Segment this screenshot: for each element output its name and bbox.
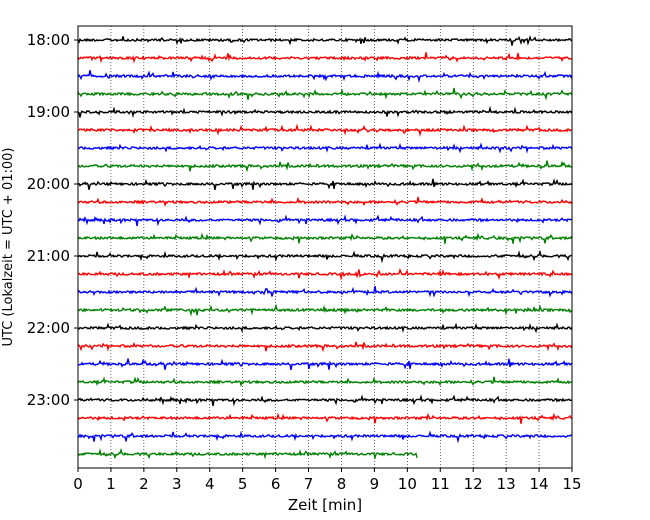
trace-1930 <box>77 142 573 154</box>
trace-1900 <box>77 105 573 118</box>
x-tick-label-4: 4 <box>205 475 215 493</box>
trace-2245 <box>77 376 573 388</box>
trace-2215 <box>78 341 573 353</box>
x-tick-label-15: 15 <box>562 475 581 493</box>
trace-2200 <box>77 322 573 334</box>
y-axis-ticks: 18:00 19:00 20:00 21:00 22:00 23:00 <box>27 31 78 409</box>
y-tick-label-0: 18:00 <box>27 31 70 49</box>
x-tick-label-2: 2 <box>139 475 149 493</box>
x-axis-label: Zeit [min] <box>288 496 362 514</box>
x-tick-label-10: 10 <box>398 475 417 493</box>
trace-group <box>77 34 573 460</box>
y-tick-label-2: 20:00 <box>27 175 70 193</box>
trace-1845 <box>77 87 573 101</box>
trace-2000 <box>77 178 573 191</box>
x-tick-label-5: 5 <box>238 475 248 493</box>
x-tick-label-9: 9 <box>370 475 380 493</box>
x-tick-label-0: 0 <box>73 475 83 493</box>
y-tick-label-5: 23:00 <box>27 391 70 409</box>
x-tick-label-7: 7 <box>304 475 314 493</box>
y-axis-label: UTC (Lokalzeit = UTC + 01:00) <box>1 148 16 347</box>
trace-2045 <box>77 232 573 244</box>
x-tick-label-8: 8 <box>337 475 347 493</box>
trace-2015 <box>77 196 573 208</box>
trace-1815 <box>77 52 573 64</box>
trace-1800 <box>77 34 573 46</box>
trace-2330 <box>77 430 572 444</box>
plot-frame <box>77 25 573 469</box>
x-tick-label-1: 1 <box>106 475 116 493</box>
trace-1915 <box>77 123 572 138</box>
trace-1945 <box>77 160 573 173</box>
trace-2100 <box>77 249 573 264</box>
trace-2315 <box>77 412 573 424</box>
x-tick-label-3: 3 <box>172 475 182 493</box>
trace-2145 <box>77 303 573 317</box>
y-tick-label-1: 19:00 <box>27 103 70 121</box>
trace-2030 <box>77 214 573 227</box>
trace-2345 <box>77 447 418 460</box>
x-tick-label-11: 11 <box>431 475 450 493</box>
y-tick-label-4: 22:00 <box>27 319 70 337</box>
trace-1830 <box>77 70 573 84</box>
x-tick-label-12: 12 <box>464 475 483 493</box>
x-axis-ticks: 0 1 2 3 4 5 6 7 8 9 10 11 12 13 14 15 <box>73 468 582 493</box>
x-tick-label-14: 14 <box>530 475 549 493</box>
trace-2300 <box>77 394 573 407</box>
trace-2230 <box>77 358 573 371</box>
x-tick-label-6: 6 <box>271 475 281 493</box>
x-tick-label-13: 13 <box>497 475 516 493</box>
trace-2115 <box>77 267 573 281</box>
y-tick-label-3: 21:00 <box>27 247 70 265</box>
trace-2130 <box>77 285 573 298</box>
